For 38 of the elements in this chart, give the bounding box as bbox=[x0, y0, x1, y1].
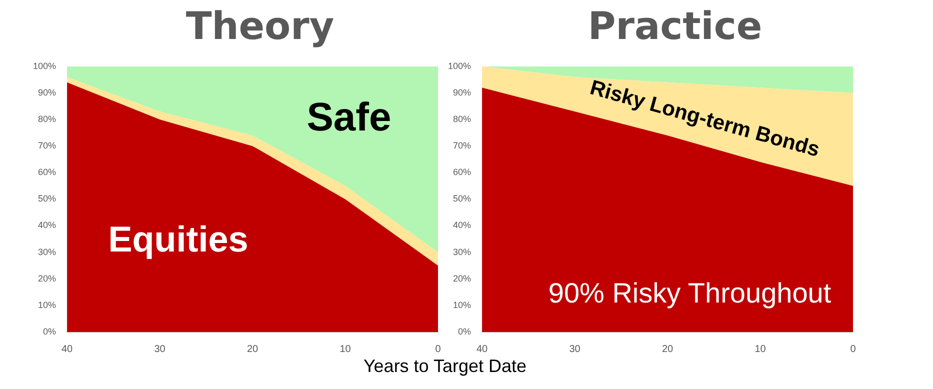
y-tick-label: 10% bbox=[38, 300, 56, 310]
y-tick-label: 60% bbox=[453, 167, 472, 178]
y-tick-label: 40% bbox=[453, 220, 472, 230]
x-tick-label: 0 bbox=[435, 344, 442, 355]
x-axis-title: Years to Target Date bbox=[362, 356, 528, 377]
y-tick-label: 70% bbox=[38, 140, 56, 151]
y-tick-label: 50% bbox=[38, 194, 56, 204]
chart-title: Practice bbox=[586, 4, 764, 48]
y-tick-label: 0% bbox=[458, 326, 472, 336]
x-tick-label: 40 bbox=[61, 344, 74, 355]
chart-title: Theory bbox=[184, 4, 336, 48]
y-tick-label: 60% bbox=[38, 167, 56, 178]
y-tick-label: 100% bbox=[448, 60, 472, 71]
y-tick-label: 20% bbox=[453, 273, 472, 284]
y-tick-label: 80% bbox=[38, 114, 56, 124]
x-tick-label: 20 bbox=[246, 344, 259, 355]
y-tick-label: 40% bbox=[38, 220, 56, 230]
y-tick-label: 20% bbox=[38, 273, 56, 284]
y-tick-label: 0% bbox=[43, 326, 56, 336]
x-tick-label: 0 bbox=[850, 344, 856, 355]
series-label: Equities bbox=[108, 218, 248, 260]
series-label: 90% Risky Throughout bbox=[548, 278, 832, 309]
y-tick-label: 100% bbox=[32, 60, 56, 71]
series-label: Safe bbox=[306, 96, 392, 140]
x-tick-label: 10 bbox=[340, 344, 352, 355]
x-tick-label: 20 bbox=[662, 344, 674, 355]
x-tick-label: 30 bbox=[154, 344, 166, 355]
y-tick-label: 90% bbox=[38, 87, 56, 98]
y-tick-label: 30% bbox=[38, 246, 56, 257]
y-tick-label: 90% bbox=[453, 87, 472, 98]
y-tick-label: 50% bbox=[453, 194, 472, 204]
y-tick-label: 30% bbox=[453, 246, 472, 257]
y-tick-label: 80% bbox=[453, 114, 472, 124]
x-tick-label: 40 bbox=[476, 344, 488, 355]
y-tick-label: 70% bbox=[453, 140, 472, 151]
x-tick-label: 30 bbox=[569, 344, 581, 355]
y-tick-label: 10% bbox=[453, 300, 472, 310]
x-tick-label: 10 bbox=[754, 344, 766, 355]
